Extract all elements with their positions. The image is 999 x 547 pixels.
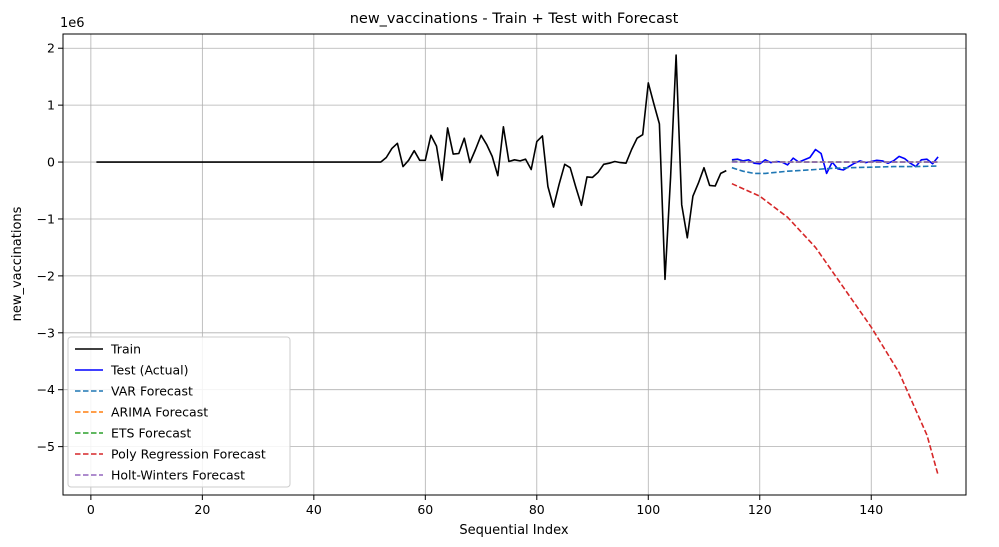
y-tick-label: −1 (37, 211, 55, 226)
legend-box (67, 336, 291, 488)
y-tick-label: −5 (37, 439, 55, 454)
series-line-0 (96, 54, 727, 281)
legend-label: Poly Regression Forecast (111, 447, 266, 462)
x-tick-label: 80 (529, 502, 545, 517)
legend-label: Test (Actual) (110, 363, 189, 378)
legend: Train Test (Actual) VAR Forecast ARIMA Fore… (67, 336, 291, 488)
series-line-1 (731, 148, 939, 175)
x-tick-label: 100 (636, 502, 660, 517)
legend-label: Train (110, 342, 141, 357)
y-tick-label: −2 (37, 268, 55, 283)
y-axis-label: new_vaccinations (10, 206, 25, 321)
y-tick-label: 0 (47, 155, 55, 170)
legend-label: VAR Forecast (111, 384, 193, 399)
legend-label: ARIMA Forecast (111, 405, 208, 420)
x-tick-label: 40 (306, 502, 322, 517)
y-tick-label: −4 (37, 382, 55, 397)
series-lines (96, 54, 939, 476)
series-line-5 (731, 182, 939, 476)
x-tick-label: 60 (417, 502, 433, 517)
chart-title: new_vaccinations - Train + Test with For… (350, 11, 679, 27)
x-tick-label: 20 (194, 502, 210, 517)
x-tick-label: 120 (748, 502, 772, 517)
legend-label: ETS Forecast (111, 426, 191, 441)
legend-label: Holt-Winters Forecast (111, 468, 245, 483)
y-tick-label: −3 (37, 325, 55, 340)
y-tick-label: 2 (47, 41, 55, 56)
plot-frame (62, 33, 967, 496)
series-line-2 (731, 165, 939, 175)
x-tick-label: 140 (859, 502, 883, 517)
y-offset-label: 1e6 (60, 16, 85, 31)
x-tick-label: 0 (87, 502, 95, 517)
y-tick-label: 1 (47, 98, 55, 113)
axis-ticks: 0 20 40 60 80 100 120 140 −5 −4 −3 −2 −1 0 1 2 (37, 41, 884, 517)
x-axis-label: Sequential Index (459, 523, 568, 538)
